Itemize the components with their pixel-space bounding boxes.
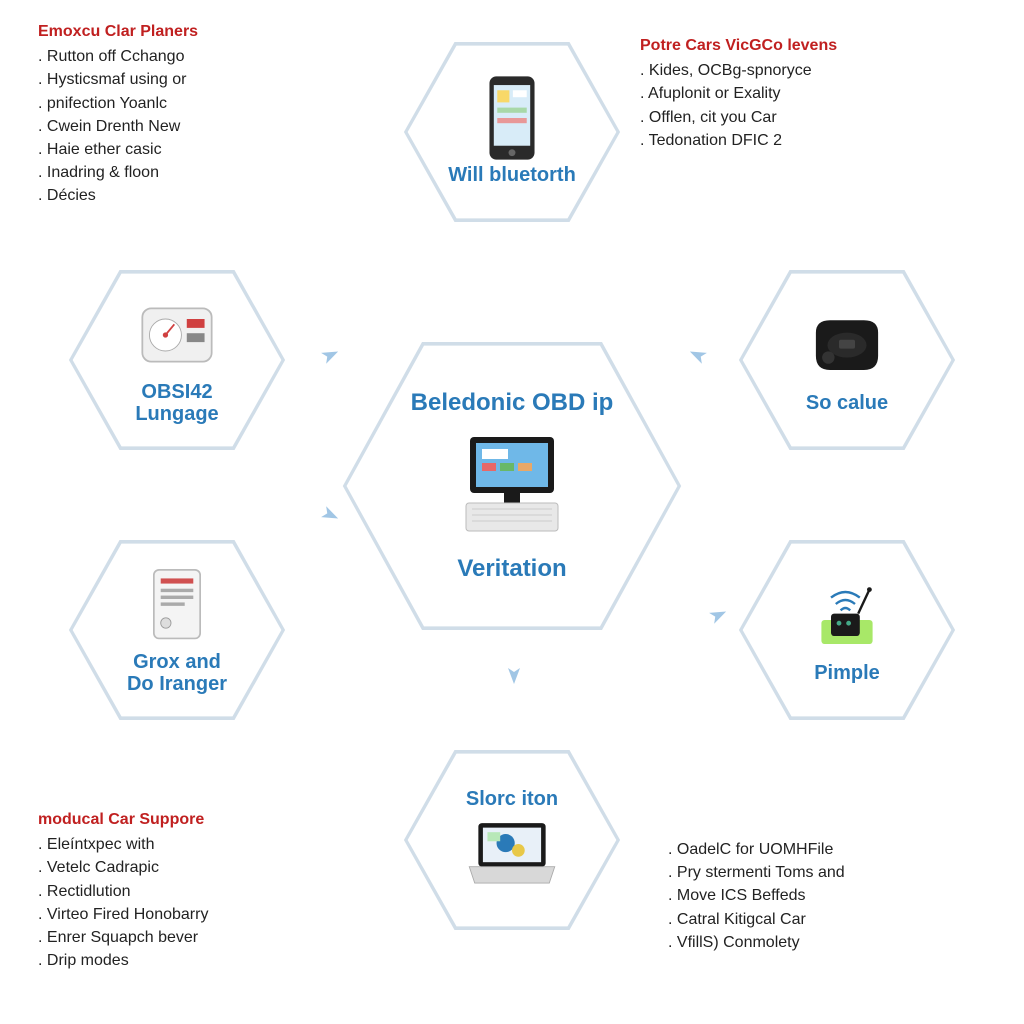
list-item: Afuplonit or Exality xyxy=(640,82,980,105)
document-device-icon xyxy=(137,565,217,645)
list-item: VfillS) Conmolety xyxy=(668,931,988,954)
list-item: OadelC for UOMHFile xyxy=(668,838,988,861)
list-item: Catral Kitigcal Car xyxy=(668,908,988,931)
list-item: Drip modes xyxy=(38,949,318,972)
list-item: Rutton off Cchango xyxy=(38,45,298,68)
list-item: pnifection Yoanlc xyxy=(38,92,298,115)
hex-top-right-label: So calue xyxy=(806,392,888,414)
gauge-device-icon xyxy=(137,295,217,375)
text-block-top-right: Potre Cars VicGCo levens Kides, OCBg-spn… xyxy=(640,34,980,152)
hex-bottom: Slorc iton xyxy=(397,740,627,940)
hex-top-right: So calue xyxy=(732,260,962,460)
text-block-top-left: Emoxcu Clar Planers Rutton off CchangoHy… xyxy=(38,20,298,208)
wifi-dongle-icon xyxy=(807,576,887,656)
arrow-icon xyxy=(686,602,731,637)
hex-top-left: OBSI42 Lungage xyxy=(62,260,292,460)
list-item: Eleíntxpec with xyxy=(38,833,318,856)
hex-top-label: Will bluetorth xyxy=(448,164,576,186)
arrow-icon xyxy=(504,644,524,684)
list-item: Kides, OCBg-spnoryce xyxy=(640,59,980,82)
text-block-bottom-right: OadelC for UOMHFilePry stermenti Toms an… xyxy=(668,838,988,954)
arrow-icon xyxy=(686,342,731,377)
hex-bottom-left-label: Grox and Do Iranger xyxy=(127,651,227,695)
list-item: Virteo Fired Honobarry xyxy=(38,903,318,926)
text-block-bottom-left: moducal Car Suppore Eleíntxpec withVetel… xyxy=(38,808,318,972)
bl-heading: moducal Car Suppore xyxy=(38,808,318,831)
list-item: Move ICS Beffeds xyxy=(668,884,988,907)
center-title: Beledonic OBD ip xyxy=(411,389,614,417)
list-item: Tedonation DFIC 2 xyxy=(640,129,980,152)
list-item: Enrer Squapch bever xyxy=(38,926,318,949)
laptop-icon xyxy=(462,816,562,892)
list-item: Cwein Drenth New xyxy=(38,115,298,138)
hex-bottom-right-label: Pimple xyxy=(814,662,880,684)
hex-bottom-left: Grox and Do Iranger xyxy=(62,530,292,730)
center-hex: Beledonic OBD ip Veritation xyxy=(332,326,692,646)
obd-scanner-icon xyxy=(807,306,887,386)
hex-top-left-label: OBSI42 Lungage xyxy=(135,381,218,425)
smartphone-icon xyxy=(472,78,552,158)
hex-bottom-right: Pimple xyxy=(732,530,962,730)
list-item: Haie ether casic xyxy=(38,138,298,161)
list-item: Décies xyxy=(38,184,298,207)
tl-heading: Emoxcu Clar Planers xyxy=(38,20,298,43)
center-subtitle: Veritation xyxy=(457,555,566,583)
list-item: Inadring & floon xyxy=(38,161,298,184)
list-item: Hysticsmaf using or xyxy=(38,68,298,91)
tr-heading: Potre Cars VicGCo levens xyxy=(640,34,980,57)
desktop-computer-icon xyxy=(452,431,572,541)
list-item: Pry stermenti Toms and xyxy=(668,861,988,884)
list-item: Vetelc Cadrapic xyxy=(38,856,318,879)
hex-bottom-label: Slorc iton xyxy=(466,788,558,810)
list-item: Offlen, cit you Car xyxy=(640,106,980,129)
list-item: Rectidlution xyxy=(38,880,318,903)
hex-top: Will bluetorth xyxy=(397,32,627,232)
